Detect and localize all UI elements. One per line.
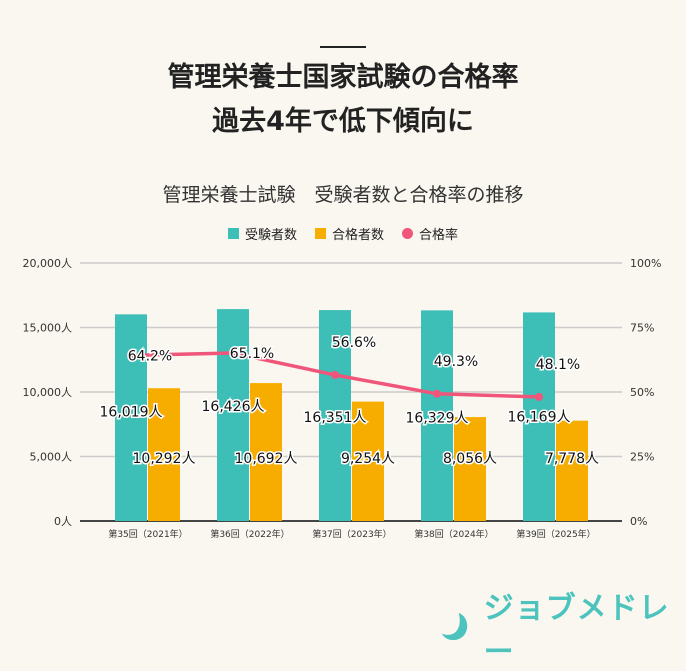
right-tick-label: 75% <box>630 322 654 335</box>
chart-title: 管理栄養士試験 受験者数と合格率の推移 <box>162 184 524 206</box>
right-tick-label: 50% <box>630 386 654 399</box>
pass-rate-point <box>535 392 543 401</box>
left-tick-label: 5,000人 <box>30 451 73 464</box>
bar-passers <box>454 417 486 521</box>
bar-examinees <box>217 309 249 521</box>
chart: 0人 5,000人 10,000人 15,000人 20,000人 0% 25% 50% 75%… <box>23 257 662 540</box>
left-tick-label: 10,000人 <box>23 386 73 399</box>
examinees-data-label: 16,019人 <box>100 404 163 420</box>
pass-rate-point <box>331 370 339 379</box>
headline-line-2: 過去4年で低下傾向に <box>212 106 474 137</box>
legend-item-examinees: 受験者数 <box>227 224 297 243</box>
bar-passers <box>250 383 282 521</box>
pass-rate-point <box>433 389 441 398</box>
right-tick-label: 0% <box>630 515 647 528</box>
pass-rate-data-label: 65.1% <box>230 346 274 362</box>
passers-data-label: 10,692人 <box>235 451 298 467</box>
category-label: 第39回（2025年） <box>516 528 595 540</box>
right-tick-label: 25% <box>630 451 654 464</box>
left-tick-label: 20,000人 <box>23 257 73 270</box>
legend-item-passers: 合格者数 <box>314 224 384 243</box>
pass-rate-data-label: 49.3% <box>434 354 478 370</box>
examinees-data-label: 16,329人 <box>406 410 469 426</box>
passers-data-label: 7,778人 <box>545 451 599 467</box>
left-tick-label: 15,000人 <box>23 322 73 335</box>
bar-passers <box>148 388 180 521</box>
examinees-data-label: 16,169人 <box>508 409 571 425</box>
examinees-data-label: 16,426人 <box>202 399 265 415</box>
passers-data-label: 8,056人 <box>443 451 497 467</box>
category-label: 第38回（2024年） <box>414 528 493 540</box>
category-label: 第35回（2021年） <box>108 528 187 540</box>
bar-passers <box>556 420 588 521</box>
logo-mark-icon <box>441 613 468 641</box>
bar-passers <box>352 401 384 521</box>
legend: 受験者数 合格者数 合格率 <box>0 224 686 243</box>
pass-rate-data-label: 64.2% <box>128 348 172 364</box>
left-tick-label: 0人 <box>54 515 72 528</box>
pass-rate-data-label: 48.1% <box>536 357 580 373</box>
bar-examinees <box>421 310 453 521</box>
bar-examinees <box>523 312 555 521</box>
headline-line-1: 管理栄養士国家試験の合格率 <box>167 62 519 93</box>
passers-data-label: 9,254人 <box>341 451 395 467</box>
pass-rate-data-label: 56.6% <box>332 335 376 351</box>
category-label: 第37回（2023年） <box>312 528 391 540</box>
legend-item-pass-rate: 合格率 <box>402 224 458 243</box>
logo: ジョブメドレー <box>440 583 686 671</box>
decorative-rule <box>320 46 366 48</box>
logo-text: ジョブメドレー <box>483 591 670 670</box>
pass-rate-point <box>229 349 237 358</box>
passers-data-label: 10,292人 <box>133 451 196 467</box>
pass-rate-point <box>127 351 135 360</box>
examinees-data-label: 16,351人 <box>304 410 367 426</box>
category-label: 第36回（2022年） <box>210 528 289 540</box>
bar-examinees <box>319 310 351 521</box>
bar-examinees <box>115 314 147 521</box>
right-tick-label: 100% <box>630 257 661 270</box>
